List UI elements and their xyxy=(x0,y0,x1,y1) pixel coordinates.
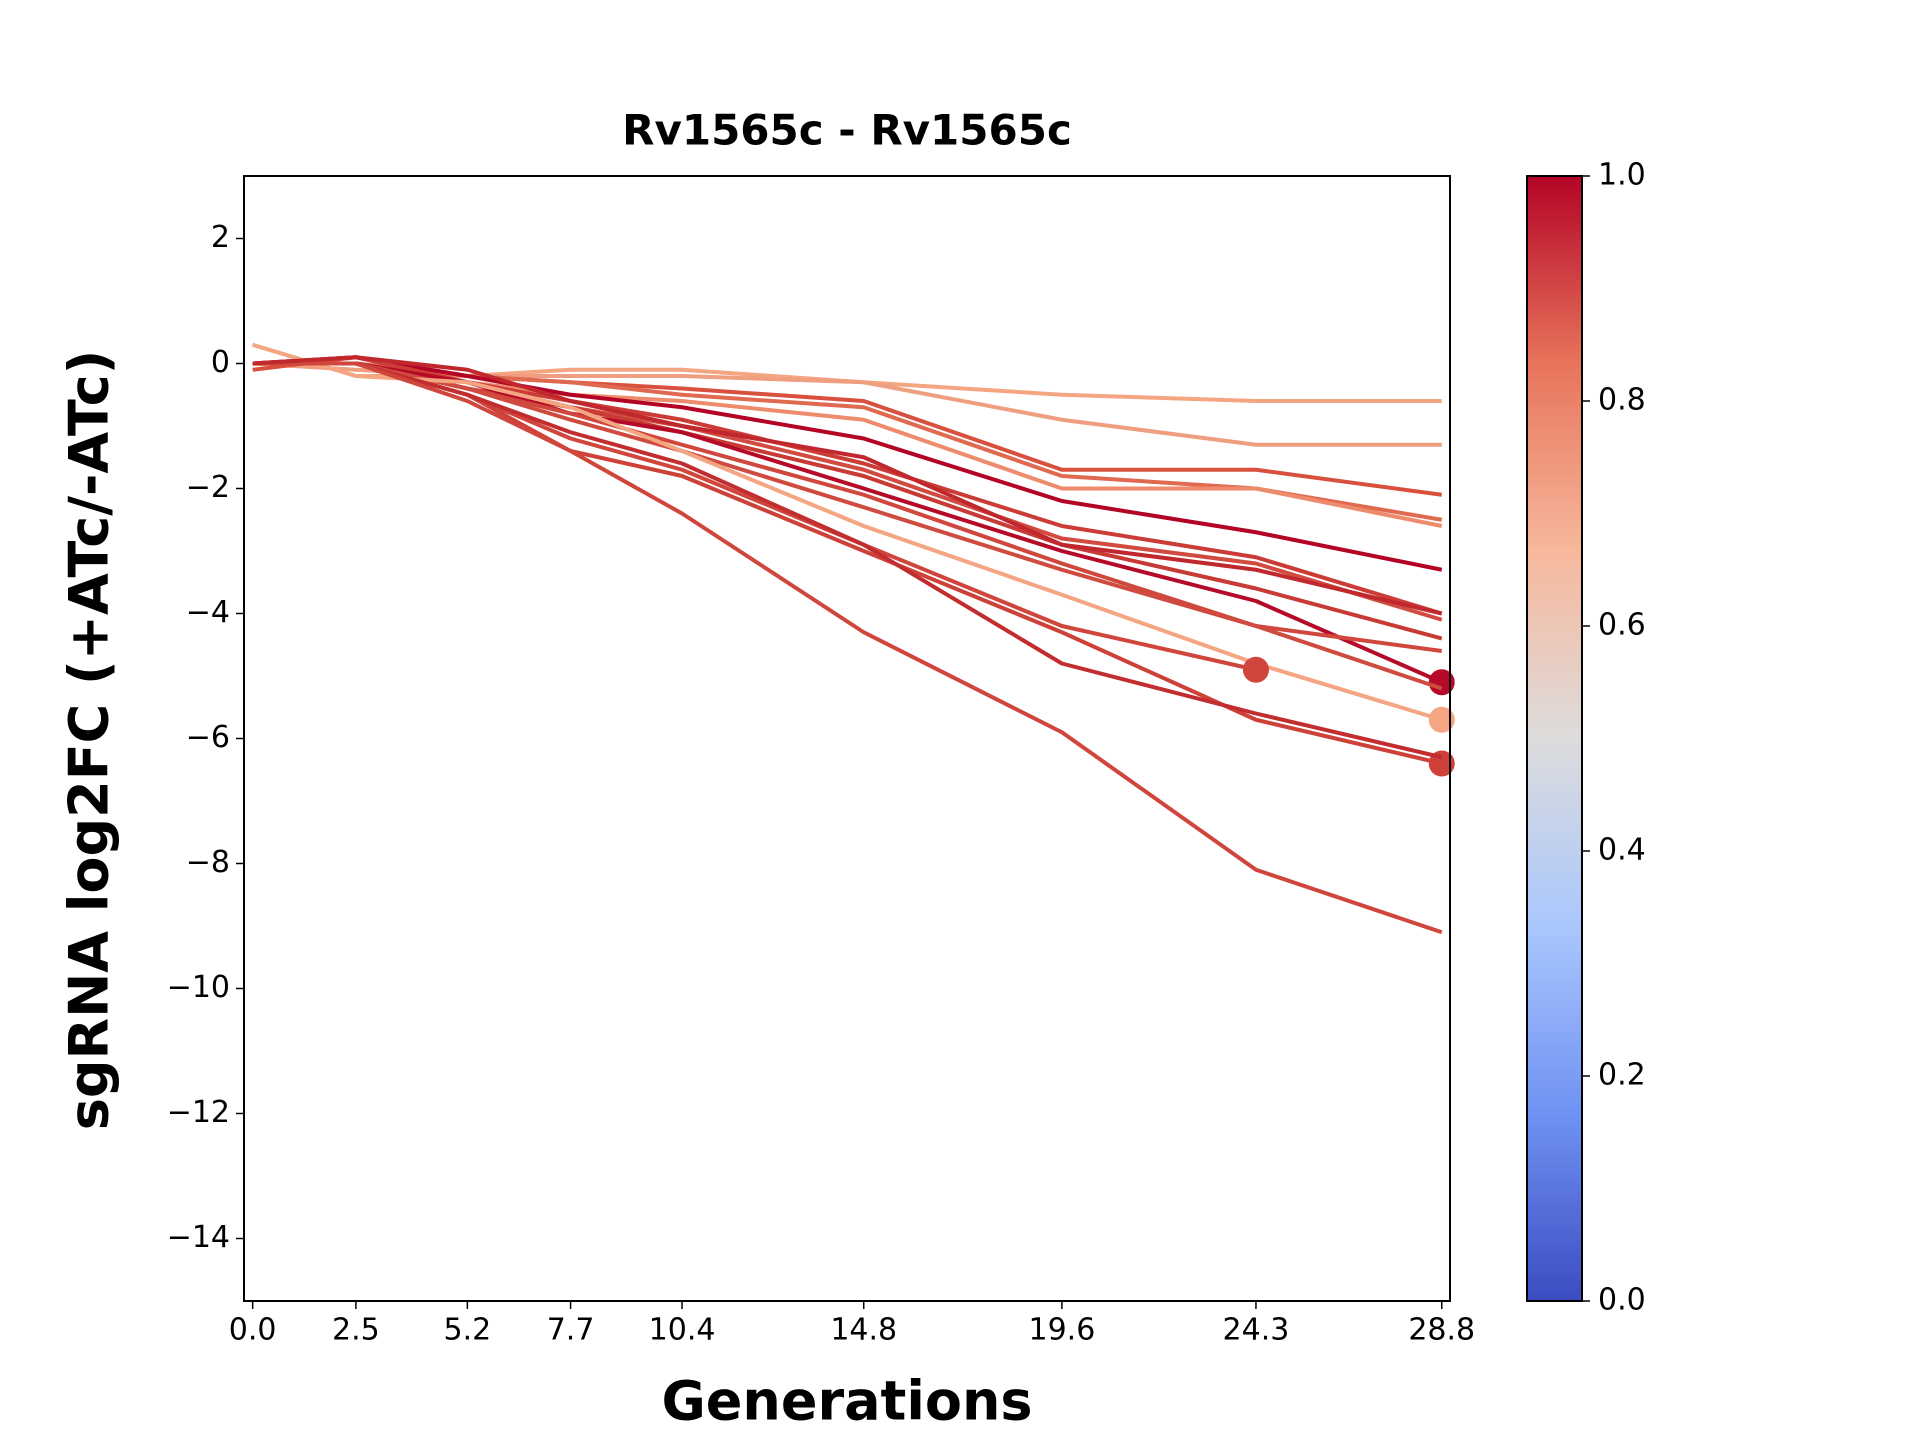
x-tick-label: 2.5 xyxy=(332,1313,380,1348)
series-line xyxy=(252,361,1443,685)
chart-title: Rv1565c - Rv1565c xyxy=(622,106,1072,155)
y-tick-label: −10 xyxy=(167,970,230,1005)
x-tick-label: 10.4 xyxy=(649,1313,716,1348)
end-marker xyxy=(1428,706,1455,733)
y-axis-label: sgRNA log2FC (+ATc/-ATc) xyxy=(58,350,121,1131)
x-tick-label: 28.8 xyxy=(1408,1313,1475,1348)
y-tick-label: −2 xyxy=(186,470,230,505)
colorbar-tick-label: 1.0 xyxy=(1598,158,1646,193)
colorbar-tick-label: 0.4 xyxy=(1598,833,1646,868)
series-line xyxy=(252,355,1443,616)
x-tick-label: 24.3 xyxy=(1223,1313,1290,1348)
y-tick-label: 2 xyxy=(211,220,230,255)
series-line xyxy=(252,361,1443,522)
x-tick-label: 19.6 xyxy=(1029,1313,1096,1348)
x-tick-label: 14.8 xyxy=(830,1313,897,1348)
y-tick-label: −6 xyxy=(186,720,230,755)
colorbar-tick-label: 0.0 xyxy=(1598,1283,1646,1318)
y-tick-label: −12 xyxy=(167,1095,230,1130)
colorbar xyxy=(1526,175,1583,1302)
colorbar-tick-label: 0.8 xyxy=(1598,383,1646,418)
colorbar-tick-label: 0.2 xyxy=(1598,1058,1646,1093)
x-tick-label: 7.7 xyxy=(547,1313,595,1348)
y-tick-label: 0 xyxy=(211,345,230,380)
x-axis-label: Generations xyxy=(661,1370,1032,1433)
plot-frame xyxy=(243,175,1451,1302)
series-line xyxy=(252,361,1443,766)
series-line xyxy=(252,355,1443,572)
x-tick-label: 0.0 xyxy=(229,1313,277,1348)
y-tick-label: −14 xyxy=(167,1220,230,1255)
end-marker xyxy=(1242,656,1269,683)
series-line xyxy=(252,361,1443,691)
series-line xyxy=(252,361,1443,935)
y-tick-label: −8 xyxy=(186,845,230,880)
series-line xyxy=(252,355,1443,616)
colorbar-tick-label: 0.6 xyxy=(1598,608,1646,643)
end-marker xyxy=(1428,669,1455,696)
y-tick-label: −4 xyxy=(186,595,230,630)
x-tick-label: 5.2 xyxy=(444,1313,492,1348)
